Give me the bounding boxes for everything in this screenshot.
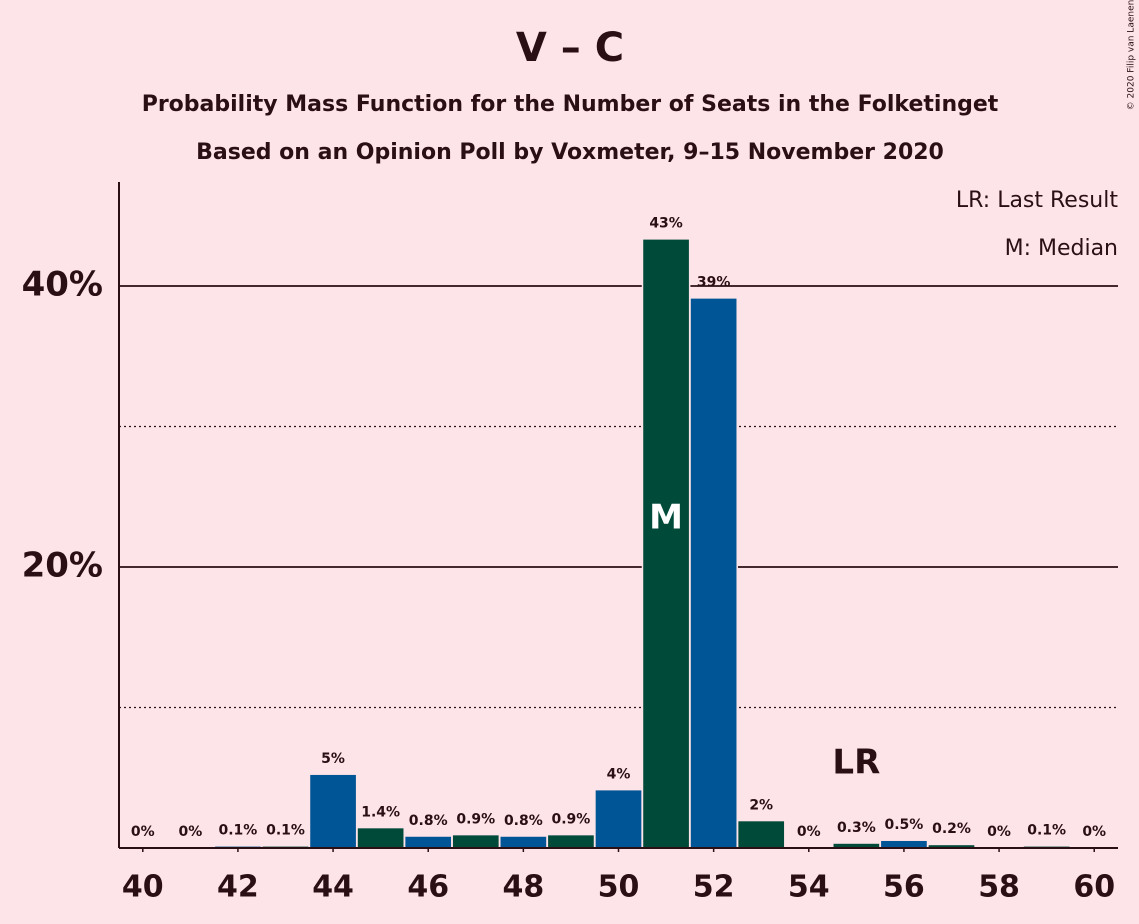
bar — [594, 788, 643, 850]
value-label: 0% — [987, 824, 1011, 840]
x-tick-label: 42 — [217, 870, 259, 905]
chart-title: V – C — [516, 25, 624, 71]
value-label: 0% — [178, 824, 202, 840]
chart-subtitle: Probability Mass Function for the Number… — [142, 92, 999, 117]
value-label: 0% — [1082, 824, 1106, 840]
value-label: 0.1% — [1027, 823, 1066, 839]
bar — [879, 839, 929, 850]
legend-entry: LR: Last Result — [956, 188, 1118, 213]
bar — [356, 826, 405, 850]
bar — [736, 819, 786, 850]
x-tick-label: 54 — [788, 870, 830, 905]
x-tick-label: 52 — [693, 870, 735, 905]
x-tick-label: 48 — [502, 870, 544, 905]
y-tick-label: 40% — [22, 264, 103, 304]
chart-subtitle: Based on an Opinion Poll by Voxmeter, 9–… — [196, 140, 944, 165]
value-label: 0.3% — [837, 820, 876, 836]
annotation: LR — [832, 742, 880, 782]
y-tick-label: 20% — [22, 545, 103, 585]
value-label: 39% — [697, 275, 731, 291]
bar — [403, 835, 453, 850]
x-tick-label: 60 — [1073, 870, 1115, 905]
value-label: 0.5% — [885, 817, 924, 833]
value-label: 5% — [321, 751, 345, 767]
value-label: 0.8% — [504, 813, 543, 829]
x-tick-label: 50 — [598, 870, 640, 905]
value-label: 2% — [749, 797, 773, 813]
bar — [641, 238, 691, 850]
x-tick-label: 58 — [978, 870, 1020, 905]
legend-entry: M: Median — [1005, 236, 1118, 261]
x-tick-label: 46 — [407, 870, 449, 905]
value-label: 0.9% — [552, 811, 591, 827]
value-label: 4% — [607, 766, 631, 782]
value-label: 0.1% — [266, 823, 305, 839]
copyright: © 2020 Filip van Laenen — [1127, 0, 1137, 110]
bar — [451, 833, 501, 850]
value-label: 0.1% — [219, 823, 258, 839]
bar — [499, 835, 548, 850]
value-label: 0% — [797, 824, 821, 840]
bar — [308, 773, 358, 850]
x-tick-label: 56 — [883, 870, 925, 905]
value-label: 43% — [649, 216, 683, 232]
bar — [546, 833, 596, 850]
value-label: 1.4% — [361, 804, 400, 820]
bar — [689, 297, 738, 850]
value-label: 0.2% — [932, 821, 971, 837]
value-label: 0.9% — [456, 811, 495, 827]
value-label: 0% — [131, 824, 155, 840]
value-label: 0.8% — [409, 813, 448, 829]
x-tick-label: 40 — [122, 870, 164, 905]
x-tick-label: 44 — [312, 870, 354, 905]
annotation: M — [649, 497, 683, 537]
